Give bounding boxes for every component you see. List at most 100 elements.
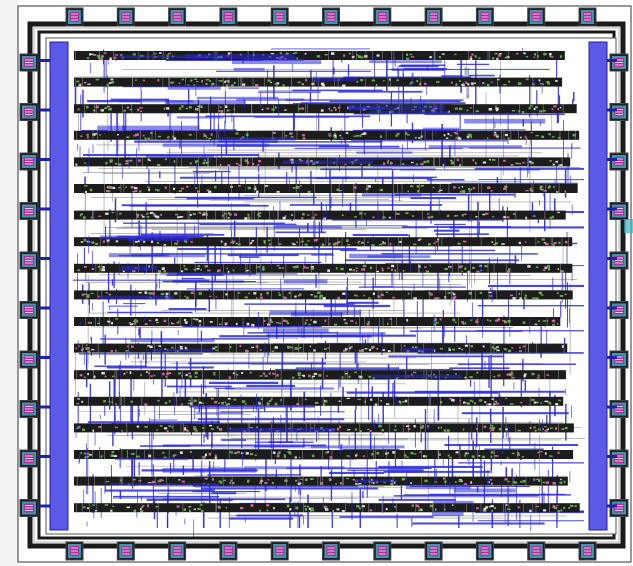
- cell-speckle: [174, 292, 178, 295]
- cell-speckle: [461, 190, 465, 192]
- cell-speckle: [133, 322, 137, 325]
- cell-speckle: [523, 374, 526, 378]
- cell-speckle: [429, 265, 431, 267]
- cell-speckle: [505, 504, 508, 506]
- std-cell-row-10: [74, 317, 561, 327]
- cell-speckle: [529, 509, 532, 513]
- cell-speckle: [314, 295, 318, 298]
- cell-speckle: [295, 506, 299, 510]
- cell-speckle: [123, 373, 126, 375]
- cell-speckle: [141, 505, 144, 509]
- cell-speckle: [328, 134, 332, 137]
- cell-speckle: [504, 397, 507, 400]
- cell-speckle: [267, 239, 271, 242]
- io-pad-right-2: [609, 152, 629, 171]
- cell-speckle: [393, 505, 397, 508]
- cell-speckle: [377, 295, 381, 298]
- cell-speckle: [135, 320, 139, 323]
- cell-speckle: [357, 242, 360, 244]
- cell-speckle: [376, 348, 379, 350]
- cell-speckle: [495, 107, 499, 111]
- cell-speckle: [125, 162, 129, 165]
- metal-strap: [422, 127, 460, 131]
- cell-speckle: [296, 241, 299, 244]
- cell-speckle: [83, 293, 87, 296]
- cell-speckle: [230, 451, 234, 454]
- cell-speckle: [549, 160, 552, 162]
- cell-speckle: [497, 79, 500, 81]
- cell-speckle: [156, 215, 160, 219]
- cell-speckle: [121, 430, 124, 432]
- cell-speckle: [563, 506, 566, 510]
- cell-speckle: [289, 158, 292, 162]
- cell-speckle: [263, 319, 266, 323]
- cell-speckle: [502, 319, 506, 322]
- cell-speckle: [368, 348, 372, 351]
- cell-speckle: [417, 239, 421, 241]
- cell-speckle: [264, 375, 268, 377]
- cell-speckle: [541, 135, 545, 138]
- cell-speckle: [226, 109, 230, 112]
- cell-speckle: [294, 456, 297, 459]
- io-pad-left-2: [19, 152, 39, 171]
- cell-speckle: [298, 107, 302, 110]
- cell-speckle: [140, 373, 142, 377]
- cell-speckle: [208, 190, 212, 194]
- cell-speckle: [513, 213, 516, 215]
- cell-speckle: [539, 187, 542, 190]
- cell-speckle: [273, 507, 275, 510]
- cell-speckle: [149, 345, 153, 348]
- std-cell-row-9: [74, 290, 573, 300]
- cell-speckle: [205, 82, 208, 86]
- cell-speckle: [488, 159, 492, 161]
- cell-speckle: [239, 344, 242, 348]
- cell-speckle: [262, 372, 265, 375]
- cell-speckle: [84, 162, 86, 165]
- cell-speckle: [184, 428, 188, 432]
- cell-speckle: [333, 106, 336, 109]
- cell-speckle: [148, 292, 152, 295]
- cell-speckle: [79, 83, 82, 86]
- metal-strap: [336, 332, 386, 335]
- cell-speckle: [355, 483, 357, 485]
- cell-speckle: [362, 264, 367, 268]
- cell-speckle: [93, 375, 96, 379]
- cell-speckle: [200, 402, 205, 404]
- cell-speckle: [193, 426, 196, 428]
- cell-speckle: [197, 265, 200, 268]
- cell-speckle: [232, 240, 236, 243]
- cell-speckle: [276, 190, 280, 193]
- cell-speckle: [93, 133, 98, 135]
- io-pad-top-7: [424, 7, 443, 27]
- cell-speckle: [82, 428, 85, 431]
- cell-speckle: [246, 161, 250, 164]
- cell-speckle: [463, 240, 467, 243]
- cell-speckle: [475, 320, 479, 323]
- cell-speckle: [536, 55, 539, 58]
- cell-speckle: [560, 509, 563, 512]
- cell-speckle: [133, 320, 137, 322]
- io-pad-left-6: [19, 350, 39, 369]
- cell-speckle: [356, 54, 359, 56]
- cell-speckle: [174, 454, 177, 456]
- cell-speckle: [372, 377, 375, 380]
- metal-strap: [233, 67, 265, 71]
- cell-speckle: [91, 504, 95, 506]
- cell-speckle: [227, 80, 230, 83]
- cell-speckle: [128, 159, 132, 162]
- cell-speckle: [468, 190, 471, 193]
- cell-speckle: [478, 455, 481, 457]
- rail-stub-left: [38, 108, 50, 112]
- cell-speckle: [302, 134, 305, 137]
- cell-speckle: [118, 186, 121, 189]
- cell-speckle: [327, 269, 331, 272]
- cell-speckle: [309, 345, 312, 347]
- cell-speckle: [533, 478, 536, 481]
- cell-speckle: [138, 291, 142, 294]
- cell-speckle: [508, 80, 511, 83]
- cell-speckle: [328, 133, 332, 135]
- cell-speckle: [476, 371, 479, 374]
- cell-speckle: [341, 509, 345, 512]
- cell-speckle: [329, 456, 333, 459]
- cell-speckle: [343, 54, 346, 57]
